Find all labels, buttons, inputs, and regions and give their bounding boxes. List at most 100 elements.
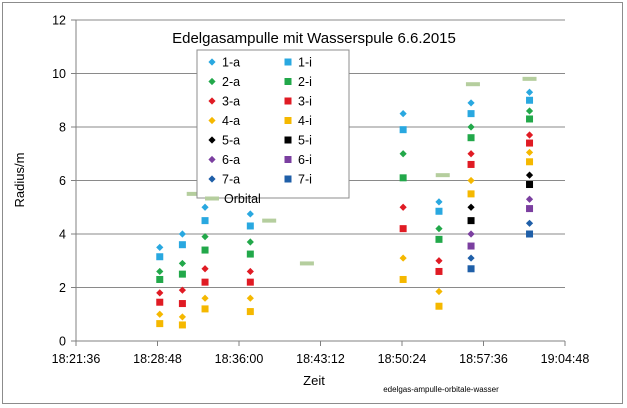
- x-axis-label: Zeit: [303, 373, 325, 388]
- data-point: [526, 115, 534, 123]
- data-point: [525, 107, 534, 115]
- legend-item: 7-i: [284, 173, 312, 187]
- legend-box: [196, 49, 350, 199]
- x-tick-label: 19:04:48: [541, 352, 590, 366]
- data-point: [201, 203, 209, 211]
- data-point: [435, 235, 443, 243]
- legend-marker: [208, 136, 216, 144]
- y-tick-label: 4: [59, 228, 66, 242]
- data-point: [525, 171, 534, 179]
- data-point: [467, 176, 475, 185]
- legend-label: 6-a: [222, 153, 240, 167]
- data-point: [201, 217, 209, 225]
- data-point: [399, 203, 407, 211]
- data-point: [525, 131, 534, 139]
- series-6-i: [467, 205, 534, 250]
- data-point: [467, 99, 475, 107]
- legend-label: 5-a: [222, 134, 240, 148]
- x-tick-label: 18:28:48: [133, 352, 182, 366]
- y-tick-label: 8: [59, 121, 66, 135]
- legend-label: 7-a: [222, 173, 240, 187]
- data-point: [526, 96, 534, 104]
- series-4-a: [156, 148, 534, 321]
- data-point: [399, 150, 407, 158]
- data-point: [465, 82, 480, 87]
- series-6-a: [467, 195, 534, 238]
- data-point: [435, 225, 443, 233]
- data-point: [526, 205, 534, 213]
- data-point: [467, 134, 475, 142]
- legend-item: 2-a: [208, 75, 240, 89]
- data-point: [399, 110, 407, 118]
- legend-marker: [208, 155, 216, 164]
- legend-item: 2-i: [284, 75, 312, 89]
- data-point: [467, 150, 475, 158]
- legend-item: Orbital: [205, 192, 261, 206]
- data-point: [399, 254, 407, 262]
- data-point: [156, 289, 164, 297]
- legend-marker: [284, 117, 292, 124]
- data-point: [201, 278, 209, 286]
- legend-label: 4-a: [222, 114, 240, 128]
- legend-item: 1-i: [284, 56, 312, 70]
- series-5-i: [467, 181, 534, 225]
- data-point: [399, 225, 407, 233]
- data-point: [525, 88, 534, 96]
- x-tick-label: 18:43:12: [296, 352, 345, 366]
- legend-marker: [284, 78, 292, 85]
- data-point: [262, 218, 277, 223]
- data-point: [156, 310, 164, 318]
- data-point: [467, 265, 475, 273]
- x-tick-label: 18:36:00: [215, 352, 264, 366]
- data-point: [435, 257, 443, 265]
- data-point: [178, 300, 186, 308]
- data-point: [399, 275, 407, 283]
- data-point: [246, 238, 254, 246]
- x-tick-labels: 18:21:36 18:28:48 18:36:00 18:43:12 18:50:24…: [52, 352, 590, 366]
- data-point: [467, 230, 475, 238]
- legend-item: 3-a: [208, 95, 240, 109]
- data-point: [525, 148, 534, 157]
- legend-label: Orbital: [224, 192, 261, 206]
- data-point: [201, 246, 209, 254]
- data-point: [156, 320, 164, 328]
- data-point: [435, 267, 443, 275]
- data-point: [467, 190, 475, 198]
- series-5-a: [467, 171, 534, 211]
- legend-label: 3-i: [298, 95, 312, 109]
- data-point: [299, 261, 314, 266]
- data-point: [525, 219, 534, 227]
- legend-marker: [208, 175, 216, 183]
- series-7-i: [467, 230, 534, 273]
- legend-item: 1-a: [208, 56, 240, 70]
- series-2-a: [156, 107, 534, 276]
- legend-item: 4-a: [208, 114, 240, 128]
- y-tick-label: 0: [59, 335, 66, 349]
- legend-label: 4-i: [298, 114, 312, 128]
- series-3-a: [156, 131, 534, 297]
- data-point: [178, 286, 187, 294]
- data-point: [156, 275, 164, 283]
- data-point: [467, 242, 475, 250]
- data-point: [246, 308, 254, 316]
- data-point: [435, 302, 443, 310]
- x-tick-label: 18:57:36: [459, 352, 508, 366]
- data-point: [186, 191, 201, 196]
- data-point: [178, 259, 187, 268]
- legend-marker: [284, 136, 292, 144]
- data-point: [467, 254, 475, 262]
- data-point: [522, 76, 537, 81]
- data-point: [467, 203, 475, 211]
- chart-title: Edelgasampulle mit Wasserspule 6.6.2015: [172, 30, 456, 47]
- legend-item: 7-a: [208, 173, 240, 187]
- legend-item: 4-i: [284, 114, 312, 128]
- data-points: [156, 76, 537, 329]
- data-point: [526, 230, 534, 238]
- legend-item: 3-i: [284, 95, 312, 109]
- data-point: [178, 241, 186, 249]
- data-point: [467, 123, 475, 131]
- legend-label: 2-a: [222, 75, 240, 89]
- legend-marker: [208, 116, 216, 125]
- legend-marker: [205, 196, 219, 201]
